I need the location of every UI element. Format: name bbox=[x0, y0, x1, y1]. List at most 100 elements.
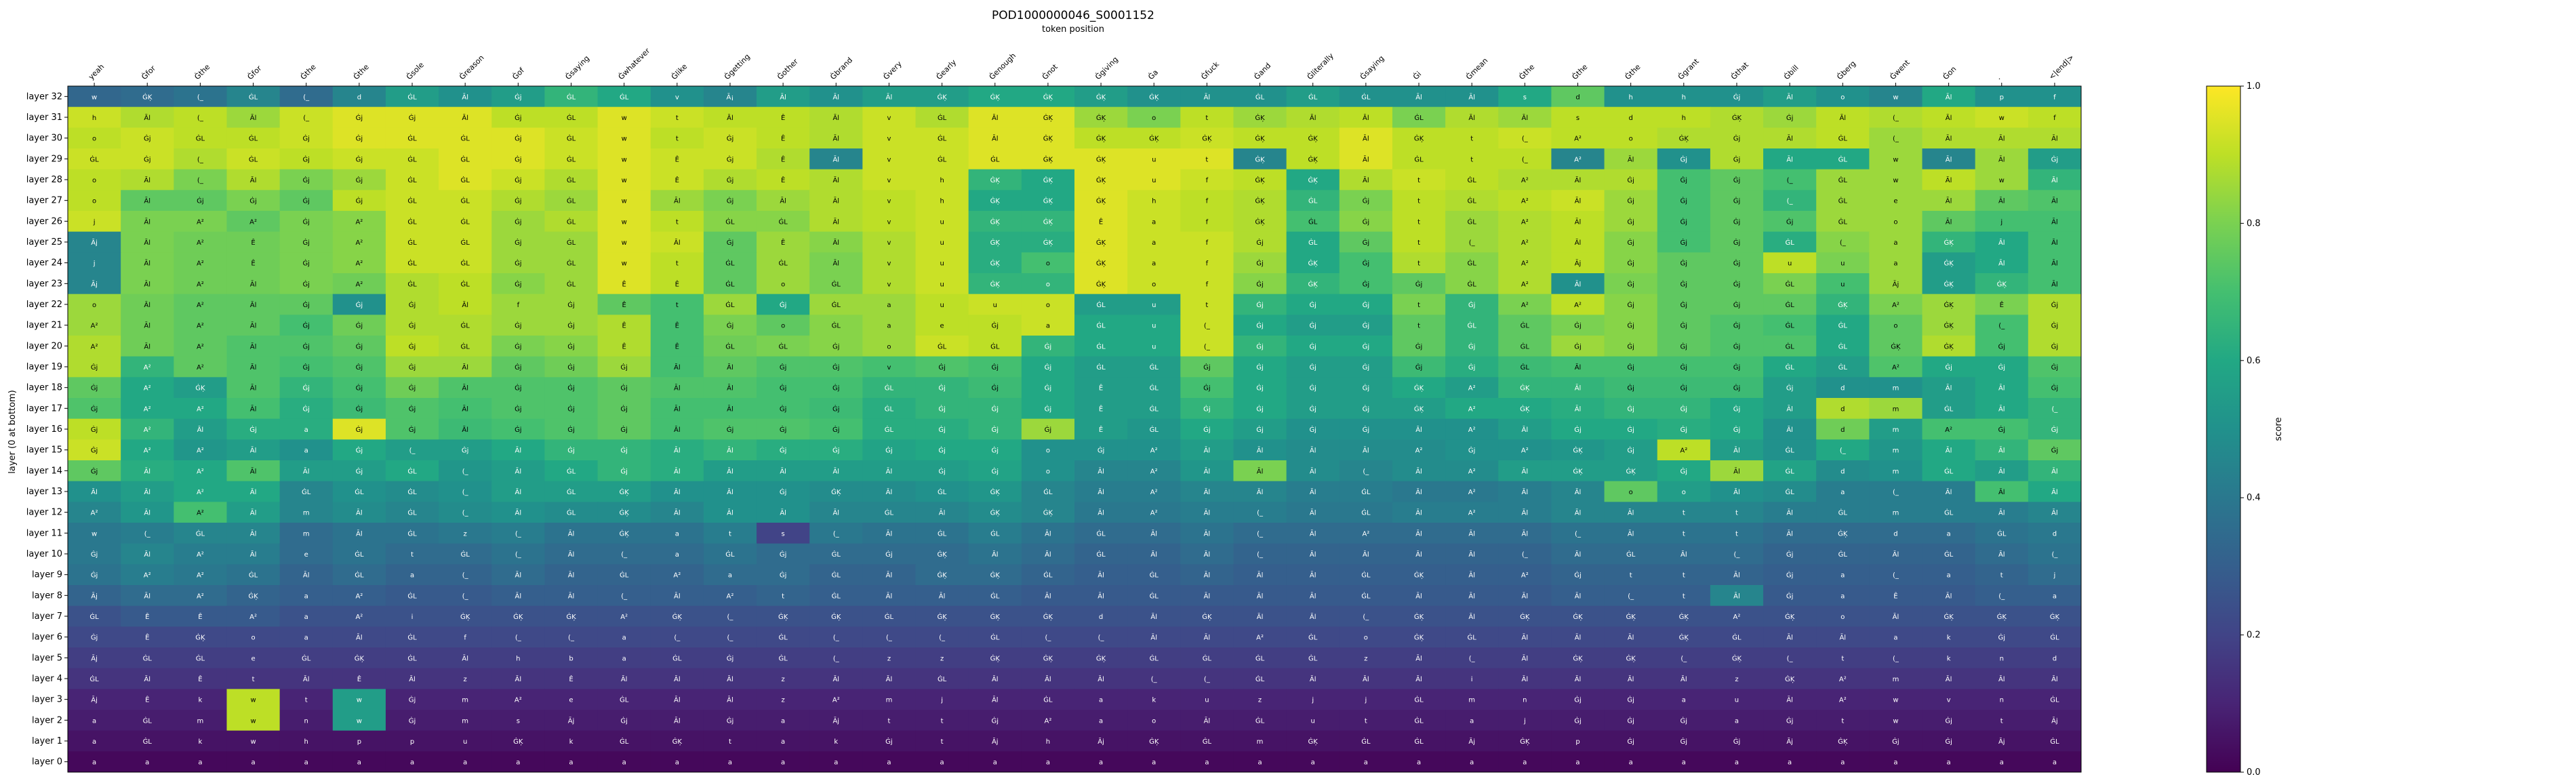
cell-label: ĠĶ bbox=[1944, 279, 1954, 288]
heatmap-cell bbox=[2028, 106, 2082, 128]
cell-label: Āl bbox=[250, 384, 257, 393]
heatmap-cell bbox=[1074, 252, 1128, 274]
heatmap-cell bbox=[1816, 523, 1870, 544]
heatmap-cell bbox=[1339, 377, 1393, 399]
heatmap-cell bbox=[332, 169, 386, 190]
cell-label: Ġj bbox=[302, 363, 310, 372]
cell-label: Ġj bbox=[302, 197, 310, 205]
heatmap-cell bbox=[1021, 668, 1075, 689]
cell-label: Āl bbox=[1946, 113, 1952, 122]
heatmap-cell bbox=[544, 418, 599, 440]
heatmap-cell bbox=[703, 169, 757, 190]
heatmap-cell bbox=[1233, 502, 1287, 523]
cell-label: Ġj bbox=[727, 425, 734, 434]
heatmap-cell bbox=[915, 710, 969, 731]
cell-label: w bbox=[622, 260, 627, 268]
cell-label: Āl bbox=[1893, 550, 1899, 559]
heatmap-cell bbox=[1763, 668, 1817, 689]
heatmap-cell bbox=[1816, 231, 1870, 253]
colorbar-tick-label: 0.6 bbox=[2247, 356, 2261, 366]
heatmap-cell bbox=[809, 689, 863, 710]
cell-label: Āl bbox=[1998, 155, 2005, 163]
heatmap-cell bbox=[491, 356, 545, 378]
cell-label: a bbox=[1046, 323, 1050, 330]
cell-label: Ġj bbox=[991, 404, 999, 413]
cell-label: ĠL bbox=[1468, 321, 1477, 330]
cell-label: (_ bbox=[833, 530, 840, 538]
heatmap-cell bbox=[1710, 418, 1764, 440]
cell-label: A² bbox=[249, 614, 257, 621]
heatmap-cell bbox=[597, 294, 651, 315]
heatmap-cell bbox=[332, 148, 386, 170]
y-tick-label: layer 26 bbox=[26, 216, 62, 226]
heatmap-cell bbox=[1392, 751, 1446, 773]
cell-label: n bbox=[1523, 697, 1527, 704]
cell-label: A² bbox=[1574, 302, 1582, 309]
cell-label: ĠL bbox=[1785, 300, 1794, 309]
heatmap-cell bbox=[1604, 106, 1658, 128]
cell-label: ĠL bbox=[832, 321, 841, 330]
heatmap-cell bbox=[279, 294, 334, 315]
heatmap-cell bbox=[809, 294, 863, 315]
heatmap-cell bbox=[1922, 211, 1976, 233]
heatmap-cell bbox=[2028, 605, 2082, 627]
cell-label: Ġj bbox=[1045, 363, 1052, 372]
cell-label: (_ bbox=[727, 635, 734, 642]
cell-label: t bbox=[1470, 156, 1473, 163]
cell-label: ĠL bbox=[1785, 342, 1794, 350]
cell-label: Ġj bbox=[1363, 363, 1370, 372]
cell-label: A² bbox=[1521, 281, 1529, 288]
heatmap-cell bbox=[491, 336, 545, 357]
x-tick-label: Ġgrant bbox=[1676, 57, 1702, 82]
cell-label: ĠĶ bbox=[990, 612, 1001, 621]
heatmap-cell bbox=[68, 439, 121, 461]
heatmap-cell bbox=[862, 751, 917, 773]
heatmap-cell bbox=[1233, 294, 1287, 315]
cell-label: Ġj bbox=[780, 550, 787, 559]
heatmap-cell bbox=[121, 356, 174, 378]
heatmap-cells: w ĠĶ (_ ĠL (_ d ĠL Āl Ġj ĠL ĠL v Ā¡ Āl Āl Āl ĠĶ ĠĶ ĠĶ ĠĶ ĠĶ Ā… bbox=[67, 85, 2082, 773]
cell-label: a bbox=[1046, 759, 1050, 767]
cell-label: e bbox=[251, 655, 255, 662]
cell-label: ĠL bbox=[567, 176, 576, 184]
cell-label: ĠĶ bbox=[1043, 113, 1053, 122]
heatmap-cell bbox=[1763, 605, 1817, 627]
cell-label: Āl bbox=[250, 466, 257, 475]
heatmap-cell bbox=[1498, 148, 1552, 170]
heatmap-cell bbox=[1498, 626, 1552, 648]
cell-label: m bbox=[1893, 405, 1899, 413]
y-tick-label: layer 2 bbox=[32, 715, 62, 725]
heatmap-cell bbox=[439, 605, 492, 627]
cell-label: Ġj bbox=[356, 363, 363, 372]
heatmap-cell bbox=[68, 730, 121, 752]
cell-label: m bbox=[1893, 676, 1899, 683]
cell-label: Ġj bbox=[144, 155, 151, 163]
cell-label: d bbox=[1840, 468, 1845, 475]
heatmap-cell bbox=[121, 710, 174, 731]
heatmap-cell bbox=[491, 626, 545, 648]
cell-label: u bbox=[1840, 281, 1845, 288]
cell-label: Ġj bbox=[1574, 342, 1582, 350]
cell-label: Ê bbox=[198, 612, 202, 621]
cell-label: h bbox=[1628, 94, 1632, 101]
heatmap-cell bbox=[968, 106, 1022, 128]
cell-label: n bbox=[2000, 655, 2004, 662]
heatmap-cell bbox=[1869, 356, 1923, 378]
cell-label: Ġj bbox=[938, 425, 946, 434]
heatmap-cell bbox=[1922, 315, 1976, 336]
cell-label: Āl bbox=[2051, 134, 2058, 143]
cell-label: Ġj bbox=[515, 279, 522, 288]
cell-label: Āl bbox=[568, 591, 575, 600]
heatmap-cell bbox=[226, 668, 281, 689]
heatmap-cell bbox=[968, 356, 1022, 378]
heatmap-cell bbox=[1869, 252, 1923, 274]
cell-label: ĠL bbox=[1361, 487, 1371, 496]
heatmap-cell bbox=[1127, 626, 1181, 648]
cell-label: Āl bbox=[1575, 675, 1582, 683]
cell-label: ĠL bbox=[1838, 217, 1848, 226]
cell-label: h bbox=[1682, 94, 1686, 101]
heatmap-cell bbox=[597, 377, 651, 399]
heatmap-cell bbox=[1021, 626, 1075, 648]
cell-label: a bbox=[1099, 697, 1103, 704]
cell-label: ĠL bbox=[885, 508, 894, 517]
